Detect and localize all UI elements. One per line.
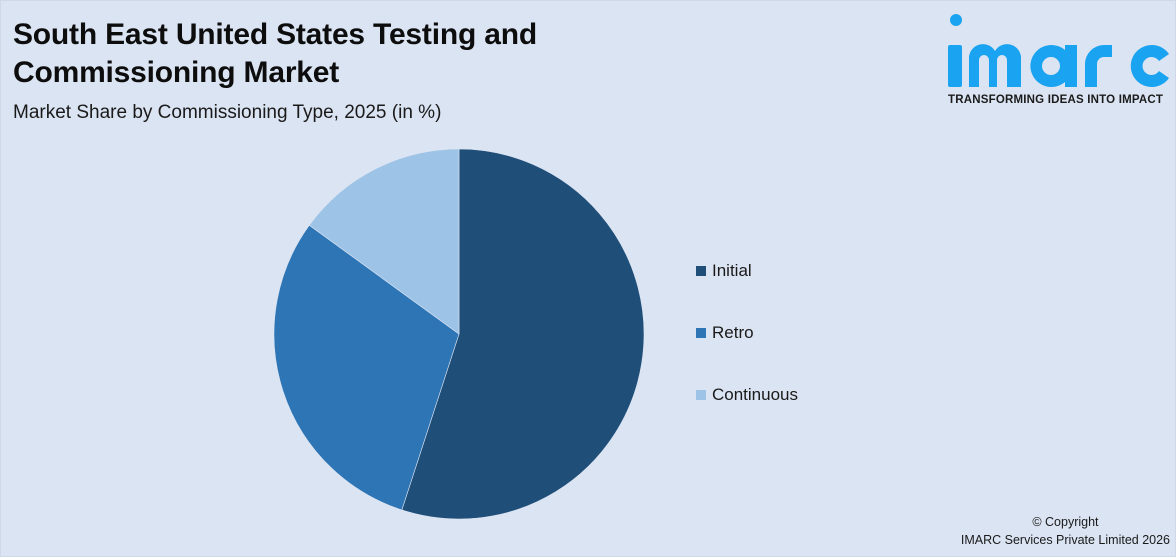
- copyright-text: © Copyright: [1032, 515, 1099, 529]
- pie-slice-initial: [401, 148, 645, 520]
- legend-swatch-icon: [696, 266, 706, 276]
- logo-tagline: TRANSFORMING IDEAS INTO IMPACT: [948, 94, 1164, 106]
- imarc-logo: TRANSFORMING IDEAS INTO IMPACT: [945, 12, 1173, 112]
- legend-label: Initial: [712, 261, 752, 280]
- imarc-wordmark-icon: [948, 14, 1169, 88]
- legend-item-continuous: Continuous: [696, 384, 798, 406]
- legend-swatch-icon: [696, 390, 706, 400]
- pie-slice-retro: [273, 224, 460, 511]
- chart-title: South East United States Testing and Com…: [13, 16, 537, 92]
- legend-label: Retro: [712, 323, 754, 342]
- title-line-1: South East United States Testing and: [13, 18, 537, 51]
- chart-legend: Initial Retro Continuous: [696, 260, 798, 446]
- legend-item-initial: Initial: [696, 260, 798, 282]
- footer: © Copyright IMARC Services Private Limit…: [961, 513, 1170, 549]
- legend-swatch-icon: [696, 328, 706, 338]
- company-text: IMARC Services Private Limited 2026: [960, 533, 1170, 547]
- pie-slice-continuous: [308, 148, 460, 335]
- chart-subtitle: Market Share by Commissioning Type, 2025…: [13, 102, 442, 123]
- title-line-2: Commissioning Market: [13, 56, 340, 89]
- legend-label: Continuous: [712, 385, 799, 404]
- pie-chart: [273, 148, 645, 520]
- legend-item-retro: Retro: [696, 322, 798, 344]
